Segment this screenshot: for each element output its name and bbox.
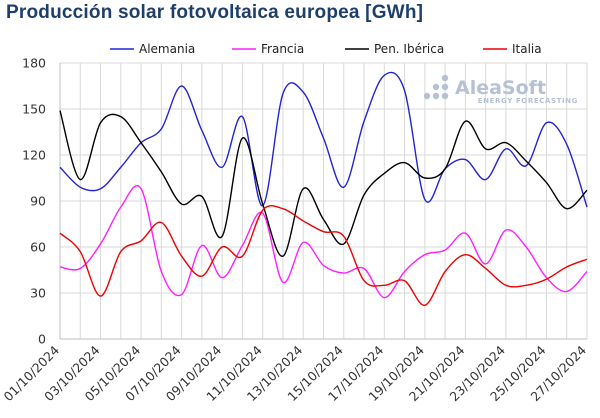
y-tick-label: 150 (22, 102, 46, 117)
legend-label-italia: Italia (512, 42, 542, 56)
series-line-italia (59, 205, 588, 306)
y-tick-label: 0 (38, 332, 46, 347)
y-tick-label: 90 (30, 194, 46, 209)
chart-title: Producción solar fotovoltaica europea [G… (6, 2, 424, 23)
legend-label-pen-iberica: Pen. Ibérica (374, 42, 444, 56)
aleasoft-logo-icon (423, 74, 449, 100)
y-tick-label: 30 (30, 286, 46, 301)
y-tick-label: 120 (22, 148, 46, 163)
legend-label-alemania: Alemania (139, 42, 195, 56)
watermark-subtitle: ENERGY FORECASTING (478, 97, 578, 105)
y-tick-label: 180 (22, 56, 46, 71)
y-tick-label: 60 (30, 240, 46, 255)
series-line-pen-iberica (59, 110, 588, 257)
series-line-francia (59, 185, 588, 299)
aleasoft-watermark: AleaSoft ENERGY FORECASTING (423, 74, 578, 105)
watermark-brand: AleaSoft (455, 77, 546, 99)
series-line-alemania (59, 71, 588, 208)
legend-label-francia: Francia (261, 42, 304, 56)
